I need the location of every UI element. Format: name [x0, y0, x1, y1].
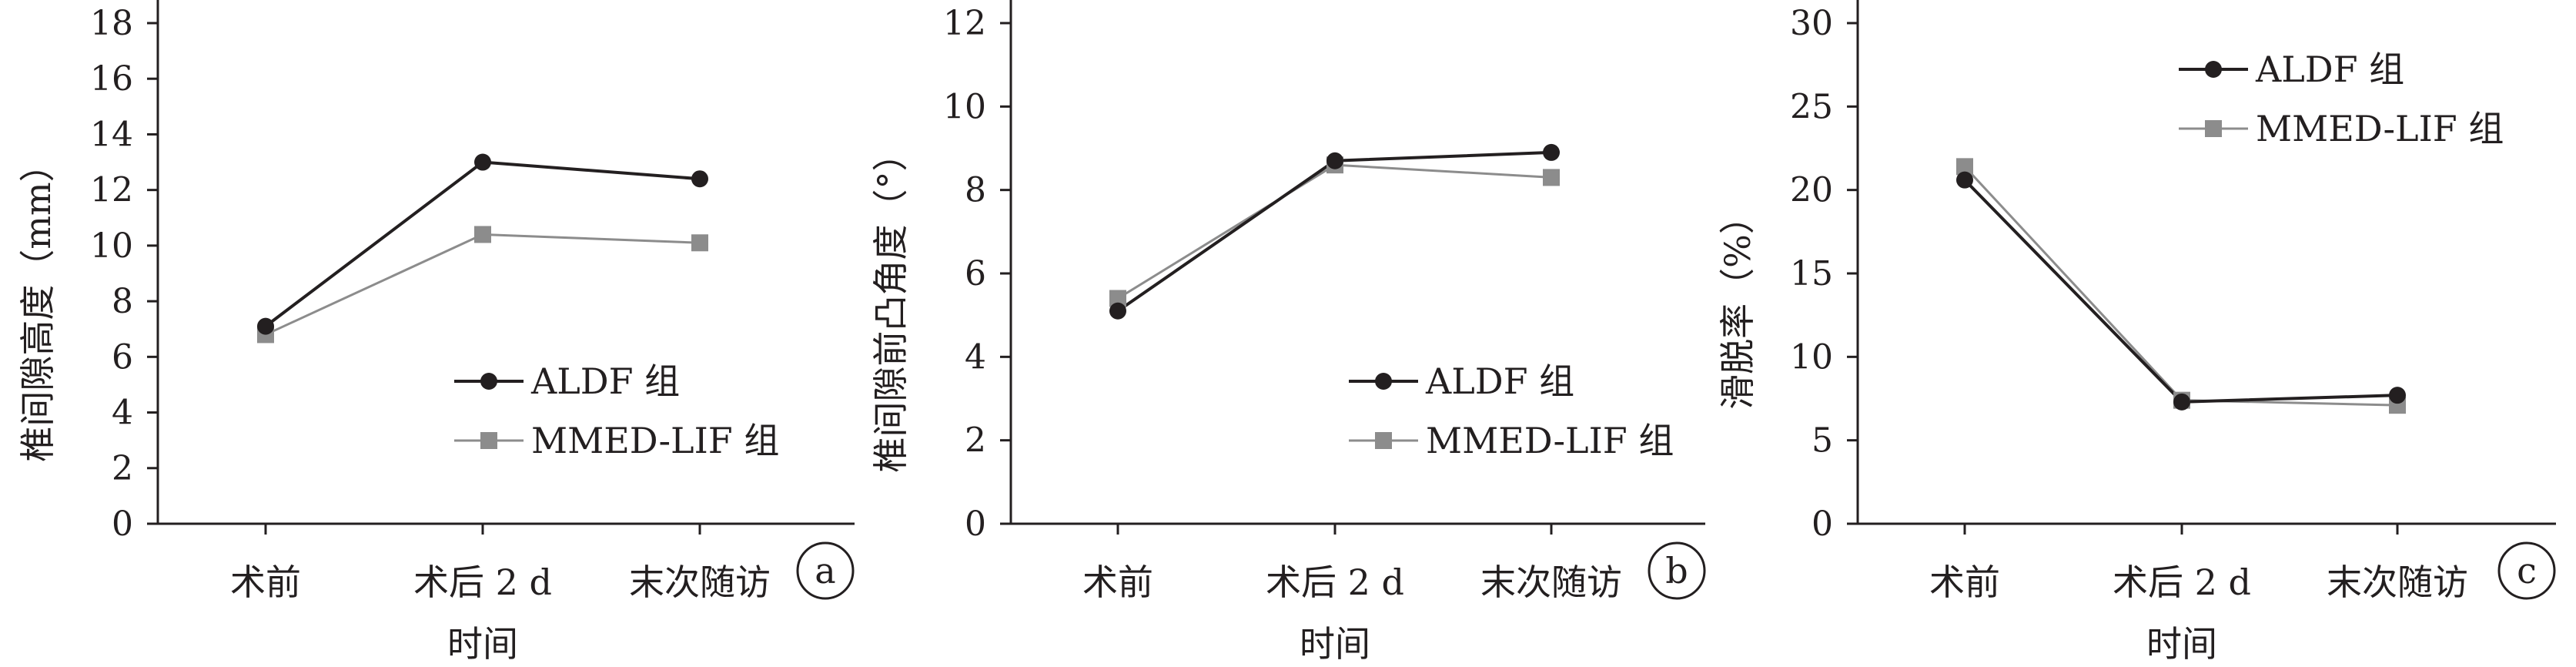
- y-tick-label: 20: [1790, 171, 1833, 210]
- data-point-mmed-lif: [1109, 290, 1126, 307]
- series-line-mmed-lif: [1963, 166, 2398, 407]
- data-point-aldf: [2389, 387, 2406, 404]
- x-category-label: 术后 2 d: [2113, 561, 2251, 603]
- series-line-aldf: [1963, 179, 2398, 404]
- y-tick-label: 14: [90, 115, 133, 154]
- y-tick-label: 0: [965, 504, 986, 544]
- y-tick-label: 30: [1790, 4, 1833, 43]
- x-category-label: 术后 2 d: [1266, 561, 1404, 603]
- x-category-label: 术后 2 d: [413, 561, 552, 603]
- series-line-mmed-lif: [1117, 163, 1552, 300]
- series-line-aldf: [1116, 150, 1552, 313]
- x-axis-title: 时间: [2146, 623, 2217, 665]
- legend-marker-square: [1375, 432, 1392, 449]
- panel-badge-label: b: [1665, 550, 1688, 592]
- x-axis-title: 时间: [1300, 623, 1370, 665]
- legend-label: ALDF 组: [530, 360, 680, 402]
- y-tick-label: 6: [965, 254, 986, 293]
- series-line-mmed-lif: [265, 233, 701, 336]
- data-point-aldf: [1109, 302, 1126, 320]
- y-tick-label: 8: [112, 282, 133, 321]
- legend-label: MMED-LIF 组: [2256, 108, 2504, 149]
- y-axis-title: 椎间隙前凸角度（°）: [870, 136, 912, 473]
- y-tick-label: 12: [943, 4, 986, 43]
- y-tick-label: 10: [1790, 337, 1833, 377]
- y-tick-label: 10: [90, 226, 133, 266]
- x-category-label: 术前: [230, 561, 301, 603]
- data-point-aldf: [1326, 152, 1343, 169]
- legend-label: MMED-LIF 组: [1426, 420, 1674, 461]
- data-point-mmed-lif: [1543, 169, 1560, 186]
- data-point-mmed-lif: [1956, 158, 1973, 176]
- y-tick-label: 8: [965, 171, 986, 210]
- x-category-label: 末次随访: [629, 561, 771, 603]
- panel-badge-circle: [2497, 541, 2556, 600]
- legend-marker-circle: [2205, 61, 2222, 78]
- y-tick-label: 18: [90, 4, 133, 43]
- y-tick-label: 4: [965, 337, 986, 377]
- legend-label: ALDF 组: [1425, 360, 1574, 402]
- series-line-aldf: [264, 160, 701, 328]
- y-tick-label: 25: [1790, 87, 1833, 126]
- x-category-label: 术前: [1929, 561, 2000, 603]
- data-point-aldf: [474, 153, 491, 171]
- legend: ALDF 组 MMED-LIF 组: [1349, 360, 1674, 461]
- legend: ALDF 组 MMED-LIF 组: [2179, 49, 2504, 149]
- data-point-aldf: [691, 170, 708, 188]
- panel-badge-label: c: [2517, 550, 2537, 592]
- y-tick-label: 0: [112, 504, 133, 544]
- panel-badge-circle: [796, 541, 855, 600]
- y-tick-label: 2: [965, 421, 986, 461]
- data-point-aldf: [1543, 143, 1560, 161]
- y-tick-label: 0: [1812, 504, 1833, 544]
- data-point-aldf: [2173, 393, 2190, 411]
- y-tick-label: 2: [112, 449, 133, 488]
- data-point-mmed-lif: [691, 234, 708, 252]
- panel-badge-label: a: [815, 550, 835, 592]
- legend-label: MMED-LIF 组: [531, 420, 779, 461]
- legend: ALDF 组 MMED-LIF 组: [454, 360, 779, 461]
- y-tick-label: 15: [1790, 254, 1833, 293]
- x-category-label: 末次随访: [2327, 561, 2468, 603]
- y-axis-title: 滑脱率（%）: [1717, 199, 1758, 410]
- legend-label: ALDF 组: [2255, 49, 2404, 90]
- panel-badge-circle: [1648, 541, 1706, 600]
- legend-marker-circle: [1375, 373, 1392, 390]
- y-tick-label: 6: [112, 337, 133, 377]
- data-point-aldf: [1956, 171, 1973, 189]
- y-tick-label: 16: [90, 59, 133, 99]
- y-tick-label: 4: [112, 394, 133, 433]
- y-tick-label: 12: [90, 171, 133, 210]
- y-tick-label: 5: [1812, 421, 1833, 461]
- x-axis-title: 时间: [447, 623, 518, 665]
- data-point-aldf: [257, 317, 274, 335]
- x-category-label: 末次随访: [1480, 561, 1622, 603]
- y-tick-label: 10: [943, 87, 986, 126]
- data-point-mmed-lif: [474, 226, 491, 243]
- x-category-label: 术前: [1082, 561, 1153, 603]
- y-axis-title: 椎间隙高度（mm）: [17, 146, 59, 461]
- legend-marker-square: [2205, 120, 2222, 137]
- legend-marker-square: [480, 432, 497, 449]
- legend-marker-circle: [480, 373, 497, 390]
